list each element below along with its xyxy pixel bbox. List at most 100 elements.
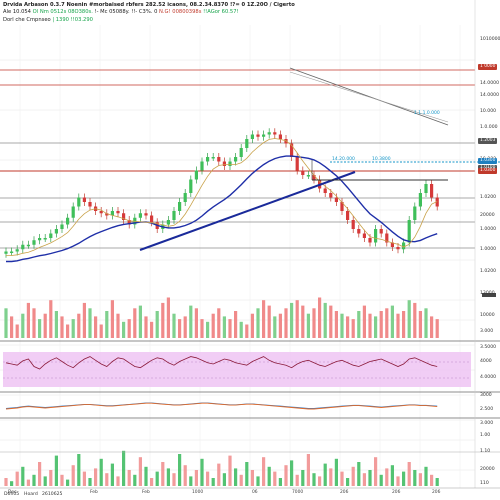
histogram-bar: [357, 462, 361, 486]
volume-bar: [38, 319, 42, 338]
histogram-bar: [4, 478, 8, 486]
volume-bar: [172, 313, 176, 338]
histogram-bar: [368, 470, 372, 486]
candle-body: [116, 211, 120, 214]
volume-bar: [206, 321, 210, 338]
histogram-bar: [379, 474, 383, 486]
volume-bar: [122, 321, 126, 338]
volume-bar: [435, 319, 439, 338]
candle-body: [150, 215, 154, 223]
price-axis-label: 1.0000: [480, 247, 497, 252]
price-axis-label: 14.0000: [480, 81, 499, 86]
volume-bar: [245, 324, 249, 338]
price-axis-label: 1.0200: [480, 195, 497, 200]
candle-body: [211, 157, 215, 159]
candle-body: [351, 220, 355, 229]
candle-body: [66, 217, 70, 225]
histogram-bar: [362, 473, 366, 486]
volume-bar: [295, 300, 299, 338]
histogram-bar: [222, 473, 226, 486]
candle-body: [183, 193, 187, 202]
candle-body: [88, 202, 92, 207]
candle-body: [178, 202, 182, 211]
histogram-bar: [228, 455, 232, 486]
candle-body: [368, 238, 372, 243]
blue-trendline: [139, 171, 356, 251]
time-axis-label: Feb: [90, 490, 98, 495]
gray-trendline-2: [289, 71, 449, 123]
candle-body: [424, 184, 428, 193]
candle-body: [430, 184, 434, 198]
volume-bar: [105, 311, 109, 338]
candle-body: [200, 161, 204, 171]
histogram-bar: [334, 458, 338, 486]
histogram-bar: [122, 450, 126, 486]
histogram-bar: [161, 462, 165, 486]
volume-bar: [424, 308, 428, 338]
rsi-band: [3, 352, 471, 387]
footer-left: D6h05: [4, 492, 20, 497]
volume-bar: [127, 319, 131, 338]
histogram-bar: [340, 471, 344, 486]
candle-body: [295, 157, 299, 171]
price-axis-label: 1.0.000: [480, 125, 498, 130]
price-tag: 1.0300: [478, 168, 498, 174]
candle-body: [217, 157, 221, 162]
price-axis-label: 3.000: [480, 421, 494, 426]
volume-bar: [228, 319, 232, 338]
volume-bar: [183, 316, 187, 338]
time-axis-label: 206: [340, 490, 349, 495]
volume-bar: [133, 308, 137, 338]
candle-body: [273, 132, 277, 135]
candle-body: [21, 244, 25, 250]
candle-body: [222, 161, 226, 166]
price-axis-label: 2.500: [480, 407, 494, 412]
histogram-bar: [144, 466, 148, 486]
volume-bar: [357, 311, 361, 338]
time-axis-label: 1000: [192, 490, 204, 495]
price-axis-label: 10000: [480, 313, 495, 318]
rsi-line: [5, 356, 438, 370]
candle-body: [144, 213, 148, 216]
volume-bar: [161, 302, 165, 338]
histogram-bar: [402, 471, 406, 486]
histogram-bar: [183, 465, 187, 486]
candle-body: [267, 132, 271, 135]
candle-body: [54, 229, 58, 234]
volume-bar: [32, 308, 36, 338]
histogram-bar: [194, 470, 198, 486]
candle-body: [250, 134, 254, 139]
price-axis-label: 10.000: [480, 109, 497, 114]
histogram-bar: [250, 470, 254, 486]
candle-body: [346, 211, 350, 220]
volume-bar: [94, 316, 98, 338]
histogram-bar: [21, 466, 25, 486]
volume-bar: [374, 316, 378, 338]
candle-body: [71, 206, 75, 218]
volume-pane: [4, 297, 439, 338]
time-axis-label: Feb: [142, 490, 150, 495]
volume-bar: [318, 297, 322, 338]
candle-body: [26, 244, 30, 247]
time-axis-label: 7000: [292, 490, 304, 495]
volume-bar: [250, 313, 254, 338]
volume-bar: [49, 300, 53, 338]
histogram-bar: [374, 457, 378, 486]
candle-body: [189, 179, 193, 193]
moving-averages: [6, 138, 438, 263]
gray-trendline: [289, 67, 449, 126]
volume-bar: [43, 313, 47, 338]
candle-body: [357, 229, 361, 234]
volume-bar: [351, 319, 355, 338]
histogram-bar: [105, 473, 109, 486]
price-axis-label: 1.0200: [480, 269, 497, 274]
histogram-bar: [239, 474, 243, 486]
signal-line: [5, 402, 438, 410]
histogram-bar: [256, 476, 260, 486]
volume-bar: [256, 308, 260, 338]
header-line-1: Drvida Arbason 0.3.7 Noenin #morbaised r…: [3, 2, 295, 8]
histogram-bar: [178, 454, 182, 486]
volume-bar: [21, 313, 25, 338]
volume-bar: [234, 311, 238, 338]
